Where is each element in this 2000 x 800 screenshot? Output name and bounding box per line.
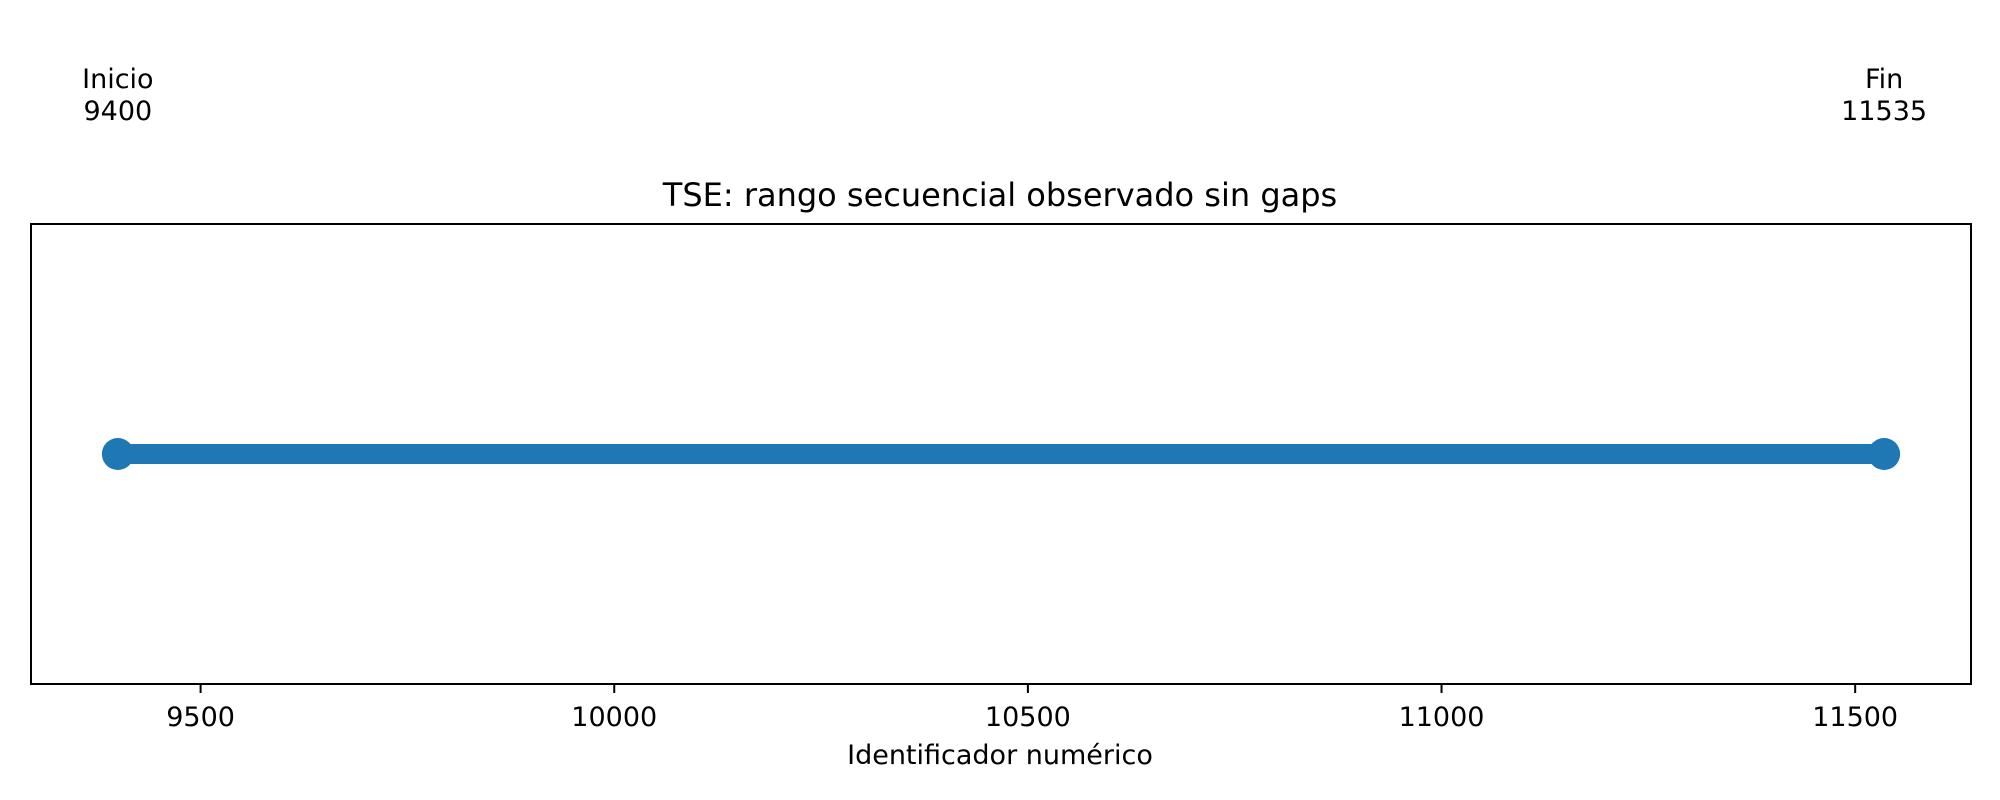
x-tick-label: 10500 [985,702,1071,733]
x-tick-label: 11000 [1399,702,1485,733]
range-endpoint-marker [101,438,134,470]
chart-title: TSE: rango secuencial observado sin gaps [662,176,1337,214]
annotation-label: Inicio [82,64,153,95]
annotation-value: 9400 [84,96,153,127]
x-tick-label: 9500 [166,702,235,733]
x-tick-label: 10000 [571,702,657,733]
range-series [101,438,1901,470]
x-axis-label: Identificador numérico [847,740,1153,771]
range-endpoint-marker [1868,438,1901,470]
x-tick-label: 11500 [1812,702,1898,733]
annotation-label: Fin [1865,64,1903,95]
plot-frame [30,223,1972,685]
annotation-value: 11535 [1841,96,1927,127]
x-axis-ticks: 9500 10000 10500 11000 11500 [166,684,1898,733]
